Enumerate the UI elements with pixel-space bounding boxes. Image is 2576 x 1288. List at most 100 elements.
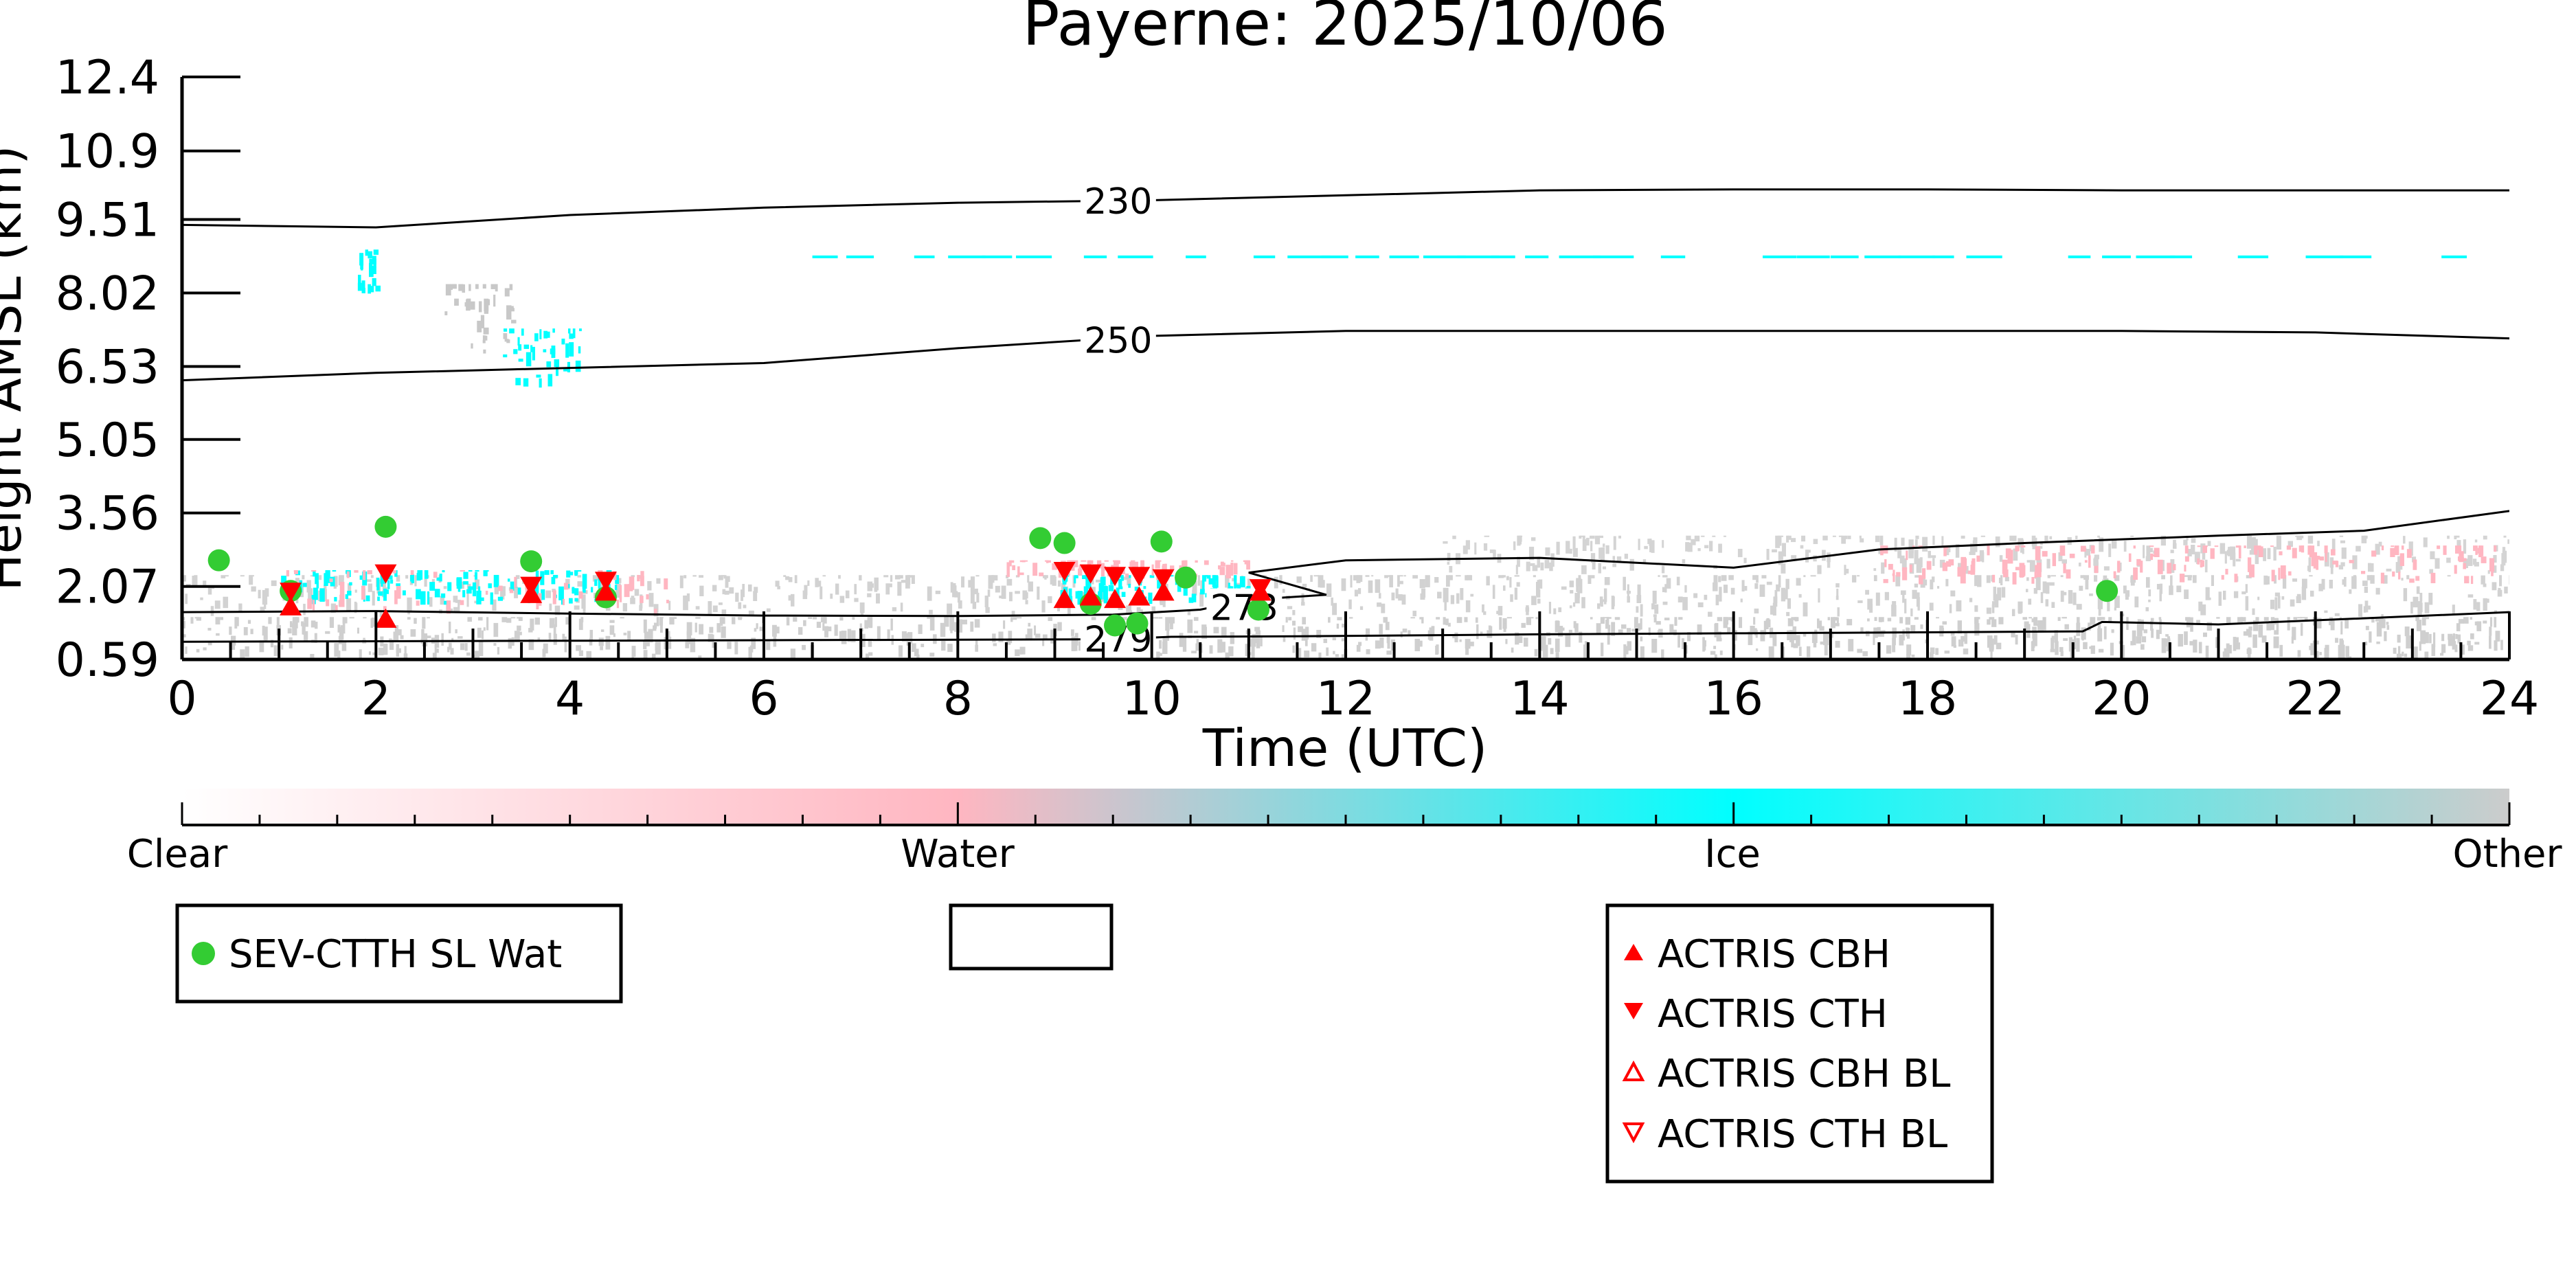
texture-streak xyxy=(530,618,534,631)
texture-streak xyxy=(2483,598,2487,611)
texture-streak xyxy=(2255,550,2259,565)
texture-streak xyxy=(2179,574,2185,583)
x-axis-label: Time (UTC) xyxy=(1202,718,1488,778)
texture-streak xyxy=(2061,550,2064,555)
texture-streak xyxy=(2097,596,2103,609)
texture-streak xyxy=(1830,255,1859,258)
texture-streak xyxy=(1443,617,1446,625)
texture-streak xyxy=(2221,575,2224,580)
texture-streak xyxy=(1313,575,1319,577)
texture-streak xyxy=(1998,577,2003,584)
texture-streak xyxy=(2204,559,2208,573)
texture-streak xyxy=(1484,535,1490,537)
texture-streak xyxy=(2078,563,2081,567)
texture-streak xyxy=(436,648,439,653)
texture-streak xyxy=(877,626,881,640)
colorbar-label-other: Other xyxy=(2452,832,2562,877)
texture-streak xyxy=(392,570,396,574)
texture-streak xyxy=(2224,551,2227,564)
texture-streak xyxy=(1423,255,1466,258)
texture-streak xyxy=(1950,590,1956,597)
texture-streak xyxy=(2452,605,2455,615)
texture-streak xyxy=(2226,643,2230,657)
texture-streak xyxy=(1195,643,1200,651)
texture-streak xyxy=(443,586,447,589)
texture-streak xyxy=(2011,632,2015,637)
texture-streak xyxy=(1914,539,1918,547)
texture-streak xyxy=(507,578,510,582)
texture-streak xyxy=(229,642,236,651)
texture-streak xyxy=(1955,544,1960,558)
texture-streak xyxy=(847,629,852,642)
texture-streak xyxy=(2279,551,2283,556)
texture-streak xyxy=(2189,641,2194,646)
texture-streak xyxy=(497,596,504,601)
texture-streak xyxy=(574,588,579,596)
texture-streak xyxy=(860,611,864,615)
texture-streak xyxy=(1074,575,1078,578)
texture-streak xyxy=(890,618,893,631)
texture-streak xyxy=(572,587,575,594)
texture-streak xyxy=(2437,545,2441,550)
texture-streak xyxy=(1348,599,1352,609)
texture-streak xyxy=(887,583,892,587)
texture-streak xyxy=(1386,651,1392,655)
texture-streak xyxy=(1008,591,1013,602)
texture-streak xyxy=(357,282,362,291)
texture-streak xyxy=(2371,550,2377,557)
texture-streak xyxy=(264,635,267,642)
texture-streak xyxy=(523,344,530,349)
texture-streak xyxy=(243,626,248,635)
texture-streak xyxy=(1581,597,1585,609)
texture-streak xyxy=(411,574,414,584)
texture-streak xyxy=(1027,575,1030,583)
texture-streak xyxy=(1129,561,1133,567)
texture-streak xyxy=(1724,535,1726,537)
texture-streak xyxy=(2339,535,2344,537)
texture-streak xyxy=(371,265,374,278)
texture-streak xyxy=(1130,560,1136,562)
texture-streak xyxy=(718,602,723,605)
texture-streak xyxy=(1399,575,1403,577)
texture-streak xyxy=(2463,558,2467,561)
texture-streak xyxy=(1664,584,1667,593)
texture-streak xyxy=(830,594,833,599)
texture-streak xyxy=(2270,600,2274,609)
texture-streak xyxy=(620,617,624,619)
texture-streak xyxy=(766,608,771,612)
texture-streak xyxy=(1192,580,1197,596)
texture-streak xyxy=(685,641,690,648)
texture-streak xyxy=(1991,601,1998,605)
isotherm-label-bg xyxy=(1080,181,1156,221)
texture-streak xyxy=(2218,591,2222,606)
texture-streak xyxy=(2273,546,2276,561)
texture-streak xyxy=(2057,617,2061,621)
texture-streak xyxy=(311,570,317,572)
texture-streak xyxy=(1772,602,1776,616)
texture-streak xyxy=(1550,648,1554,655)
texture-streak xyxy=(600,629,605,632)
texture-streak xyxy=(2165,638,2171,647)
texture-streak xyxy=(1960,569,1966,584)
texture-streak xyxy=(314,633,317,644)
texture-streak xyxy=(1219,567,1225,576)
texture-streak xyxy=(2398,572,2401,580)
texture-streak xyxy=(738,617,742,620)
texture-streak xyxy=(2379,617,2384,622)
texture-streak xyxy=(2130,641,2134,646)
texture-streak xyxy=(1118,586,1123,589)
texture-streak xyxy=(747,584,752,592)
texture-streak xyxy=(2307,545,2312,555)
texture-streak xyxy=(2148,599,2151,602)
texture-streak xyxy=(2430,554,2432,559)
texture-streak xyxy=(249,575,254,577)
texture-streak xyxy=(2100,617,2105,620)
texture-streak xyxy=(1256,635,1261,648)
texture-streak xyxy=(2370,563,2374,572)
texture-streak xyxy=(1708,611,1713,617)
texture-streak xyxy=(549,603,552,611)
texture-streak xyxy=(1016,255,1052,258)
texture-streak xyxy=(2114,575,2120,581)
texture-streak xyxy=(1585,537,1590,546)
texture-streak xyxy=(1537,580,1541,587)
